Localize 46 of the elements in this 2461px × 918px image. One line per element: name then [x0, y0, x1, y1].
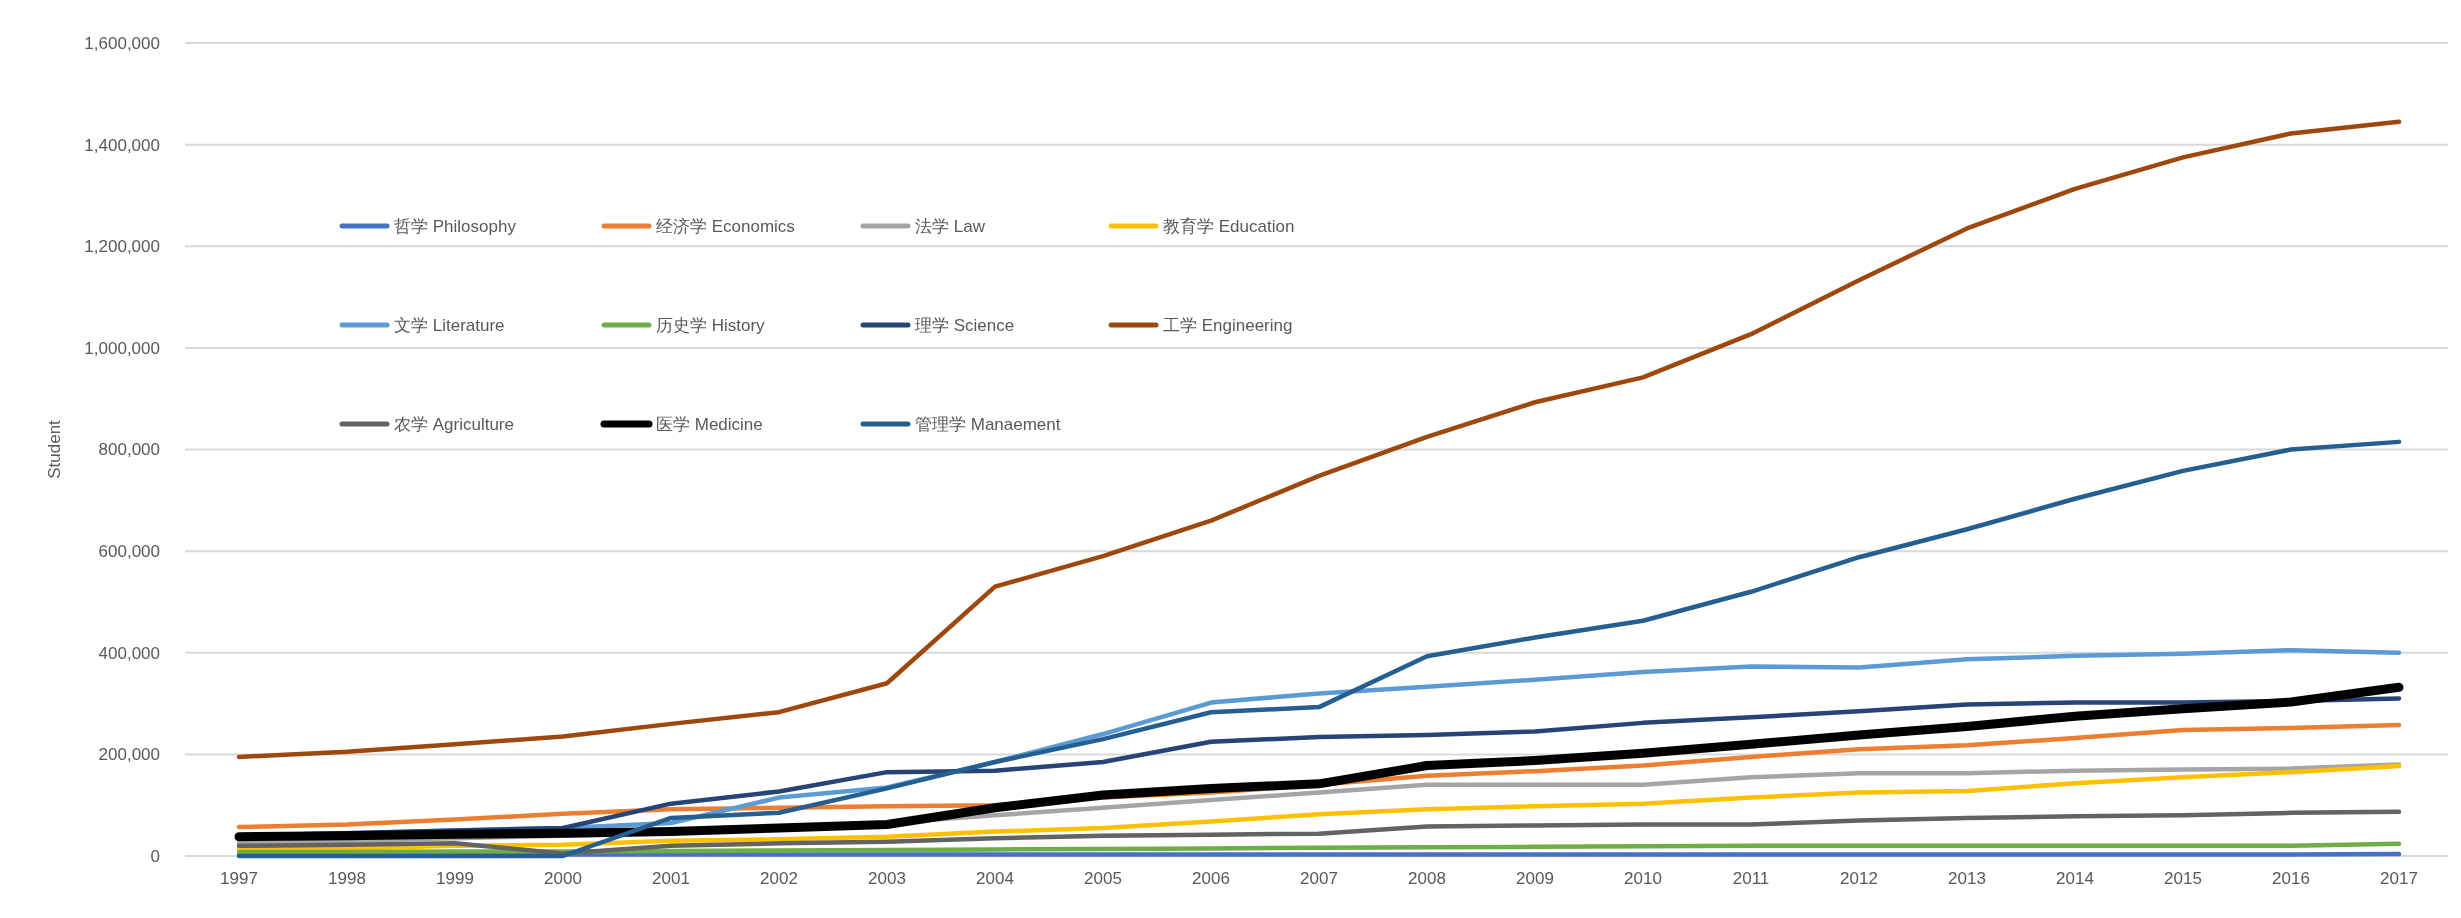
x-tick-label: 2008: [1408, 869, 1446, 888]
x-tick-label: 2004: [976, 869, 1014, 888]
x-tick-label: 1998: [328, 869, 366, 888]
x-tick-label: 2011: [1732, 869, 1770, 888]
legend-label: 工学 Engineering: [1163, 315, 1293, 335]
x-tick-label: 2015: [2164, 869, 2202, 888]
y-tick-label: 600,000: [98, 542, 160, 562]
legend-label: 教育学 Education: [1163, 216, 1295, 236]
x-tick-label: 1999: [436, 869, 474, 888]
x-tick-label: 2005: [1084, 869, 1122, 888]
legend-label: 文学 Literature: [394, 315, 505, 335]
x-tick-label: 2009: [1516, 869, 1554, 888]
y-tick-label: 1,400,000: [84, 135, 160, 155]
legend-label: 理学 Science: [915, 315, 1015, 335]
legend-label: 医学 Medicine: [656, 414, 763, 434]
y-tick-label: 1,600,000: [84, 33, 160, 53]
y-axis-title: Student: [45, 419, 64, 479]
x-tick-label: 2014: [2056, 869, 2094, 888]
legend-label: 法学 Law: [915, 216, 986, 236]
legend-label: 历史学 History: [656, 315, 766, 335]
y-tick-label: 1,000,000: [84, 338, 160, 358]
line-series: [236, 809, 2402, 856]
legend-label: 经济学 Economics: [656, 216, 795, 236]
x-tick-label: 2007: [1300, 869, 1338, 888]
x-tick-label: 2012: [1840, 869, 1878, 888]
y-tick-label: 200,000: [98, 745, 160, 765]
x-tick-label: 1997: [220, 869, 258, 888]
legend-label: 农学 Agriculture: [394, 414, 514, 434]
y-tick-label: 800,000: [98, 440, 160, 460]
x-tick-label: 2017: [2380, 869, 2418, 888]
x-tick-label: 2013: [1948, 869, 1986, 888]
x-tick-label: 2001: [652, 869, 690, 888]
x-tick-label: 2010: [1624, 869, 1662, 888]
x-tick-label: 2000: [544, 869, 582, 888]
line-series: [236, 439, 2402, 859]
y-tick-label: 400,000: [98, 643, 160, 663]
legend-label: 管理学 Manaement: [915, 414, 1061, 434]
legend-label: 哲学 Philosophy: [394, 216, 517, 236]
y-tick-label: 0: [150, 846, 160, 866]
y-tick-label: 1,200,000: [84, 237, 160, 257]
line-series: [236, 119, 2402, 760]
x-tick-label: 2006: [1192, 869, 1230, 888]
x-tick-label: 2002: [760, 869, 798, 888]
x-tick-label: 2003: [868, 869, 906, 888]
x-tick-label: 2016: [2272, 869, 2310, 888]
line-series: [236, 841, 2402, 855]
